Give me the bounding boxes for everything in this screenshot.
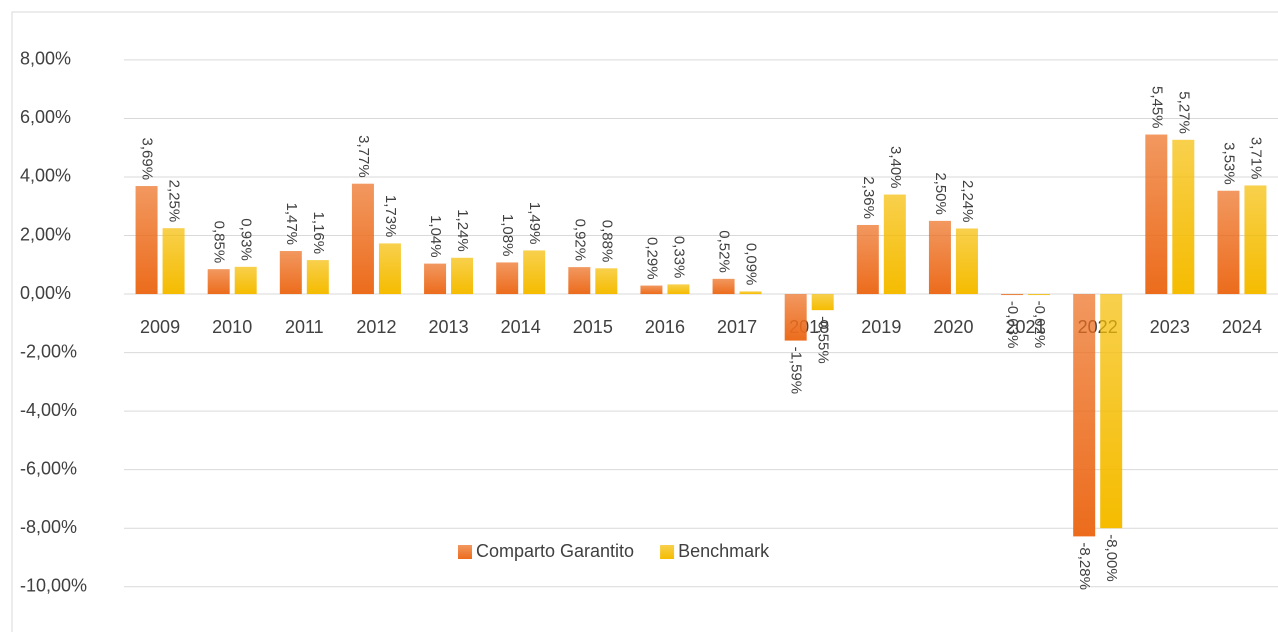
bar [856,224,879,295]
y-tick-label: -2,00% [20,341,77,361]
y-tick-label: 6,00% [20,107,71,127]
value-label: -1,59% [788,347,805,395]
legend-swatch [660,545,675,559]
value-label: 2,24% [959,180,976,223]
bar [306,260,329,295]
value-label: 1,24% [454,209,471,252]
x-tick-label: 2015 [573,317,613,337]
value-label: 3,77% [355,135,372,178]
bar [207,269,230,295]
x-tick-label: 2017 [717,317,757,337]
bar [739,291,762,295]
legend-swatch [458,545,472,559]
bar [378,243,401,295]
value-label: 0,92% [571,219,588,262]
x-tick-label: 2023 [1150,317,1190,337]
bar [595,268,618,295]
y-tick-label: -10,00% [20,575,87,595]
value-label: 5,45% [1148,86,1165,129]
value-label: 2,50% [932,172,949,215]
value-label: 5,27% [1175,91,1192,134]
value-label: -8,00% [1103,534,1120,582]
value-label: 1,08% [499,214,516,257]
value-label: 1,16% [310,212,327,255]
legend-label: Benchmark [678,541,770,561]
y-tick-label: -4,00% [20,400,77,420]
x-tick-label: 2013 [429,317,469,337]
bar [811,294,834,311]
value-label: -0,02% [1031,301,1048,349]
bar [234,266,257,295]
value-label: -0,55% [815,316,832,364]
value-label: 3,40% [887,146,904,189]
bar [523,250,546,295]
bar [1145,134,1168,295]
value-label: 0,93% [238,218,255,261]
y-tick-label: 4,00% [20,166,71,186]
x-tick-label: 2014 [501,317,541,337]
bar [1028,294,1051,296]
bar [1244,185,1267,295]
bar [135,186,158,295]
y-tick-label: 8,00% [20,49,71,69]
value-label: 3,69% [139,138,156,181]
bar [712,278,735,295]
x-tick-label: 2020 [933,317,973,337]
value-label: 3,71% [1247,137,1264,180]
y-tick-label: 2,00% [20,224,71,244]
bar [1001,294,1024,296]
value-label: 0,29% [643,237,660,280]
bar [568,267,591,295]
value-label: -0,03% [1004,301,1021,349]
value-label: 3,53% [1220,142,1237,185]
x-tick-label: 2016 [645,317,685,337]
value-label: 0,85% [211,221,228,264]
legend-label: Comparto Garantito [476,541,634,561]
x-tick-label: 2010 [212,317,252,337]
bar [424,263,447,295]
x-tick-label: 2009 [140,317,180,337]
bar [1073,294,1096,537]
value-label: 0,33% [670,236,687,279]
bar [451,257,474,295]
value-label: 1,73% [382,195,399,238]
bar [667,284,690,295]
bar [351,183,374,295]
bar [883,194,906,295]
bar [955,228,978,295]
value-label: 2,36% [860,176,877,219]
x-tick-label: 2019 [861,317,901,337]
chart-frame [11,11,1278,632]
value-label: 0,52% [716,230,733,273]
y-tick-label: 0,00% [20,283,71,303]
y-tick-label: -8,00% [20,517,77,537]
bar [1100,294,1123,529]
value-label: 1,04% [427,215,444,258]
x-tick-label: 2024 [1222,317,1262,337]
y-tick-label: -6,00% [20,458,77,478]
bar [1172,139,1195,295]
value-label: 2,25% [166,180,183,223]
value-label: 0,88% [598,220,615,263]
value-label: 0,09% [743,243,760,286]
value-label: 1,49% [526,202,543,245]
bar [784,294,807,341]
bar [640,285,663,295]
bar [162,228,185,295]
bar [279,251,302,295]
bar [496,262,519,295]
value-label: -8,28% [1076,542,1093,590]
bar [928,220,951,295]
x-tick-label: 2021 [1006,317,1046,337]
x-tick-label: 2011 [285,317,324,337]
x-tick-label: 2012 [356,317,396,337]
value-label: 1,47% [283,202,300,245]
bar [1217,190,1240,295]
